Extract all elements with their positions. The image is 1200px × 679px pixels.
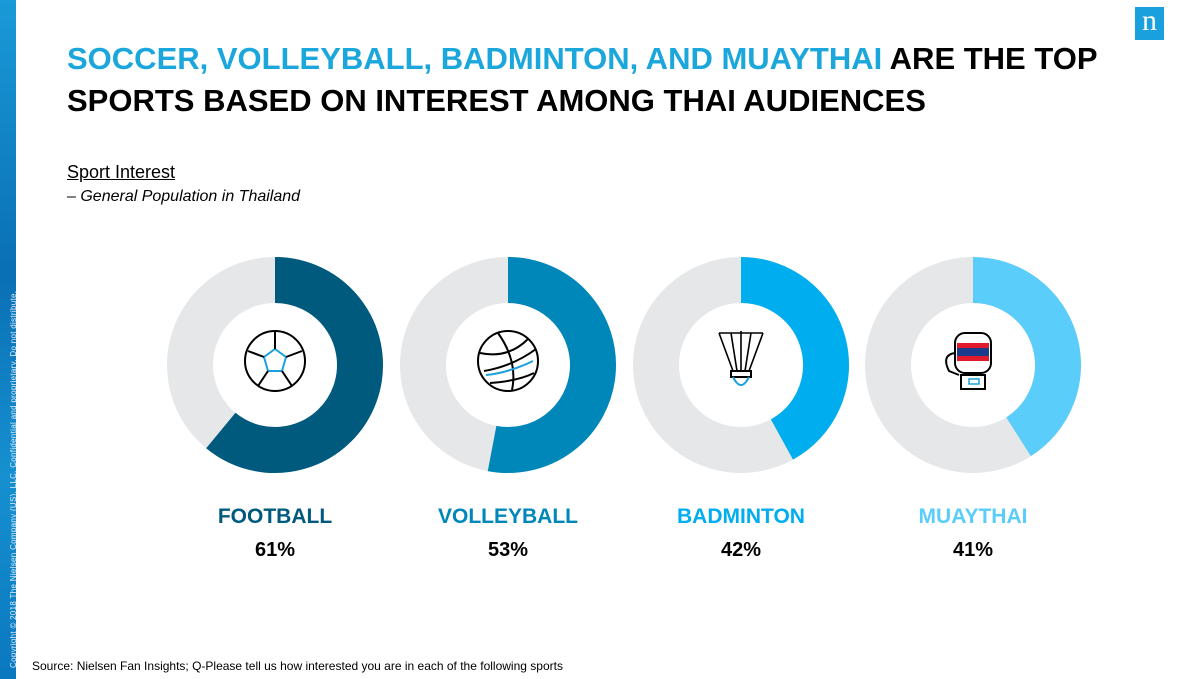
value-label: 42%	[720, 539, 762, 561]
page-title: SOCCER, VOLLEYBALL, BADMINTON, AND MUAYT…	[67, 38, 1147, 122]
donut-muaythai	[865, 257, 1081, 473]
source-note: Source: Nielsen Fan Insights; Q-Please t…	[32, 659, 563, 673]
donut-value-arc	[206, 257, 383, 473]
donut-volleyball	[400, 257, 616, 473]
category-label: VOLLEYBALL	[438, 505, 578, 528]
chart-subtitle: – General Population in Thailand	[67, 188, 301, 205]
soccer-ball-icon	[244, 330, 306, 392]
nielsen-logo: n	[1135, 6, 1164, 40]
donut-football	[167, 257, 383, 473]
boxing-glove-icon	[945, 332, 992, 390]
donut-badminton	[633, 257, 849, 473]
category-label: FOOTBALL	[217, 505, 333, 528]
donut-value-arc	[740, 257, 849, 460]
donut-value-arc	[972, 257, 1081, 457]
title-rest: ARE THE TOP SPORTS BASED ON INTEREST AMO…	[67, 41, 1097, 118]
category-label: MUAYTHAI	[918, 505, 1028, 528]
donut-value-arc	[487, 257, 616, 473]
sidebar-band	[0, 0, 16, 679]
title-highlight: SOCCER, VOLLEYBALL, BADMINTON, AND MUAYT…	[67, 41, 883, 76]
volleyball-icon	[477, 330, 539, 392]
value-label: 61%	[254, 539, 296, 561]
category-label: BADMINTON	[677, 505, 805, 528]
shuttlecock-icon	[718, 331, 764, 386]
chart-title: Sport Interest	[67, 162, 176, 182]
value-label: 41%	[952, 539, 994, 561]
value-label: 53%	[487, 539, 529, 561]
